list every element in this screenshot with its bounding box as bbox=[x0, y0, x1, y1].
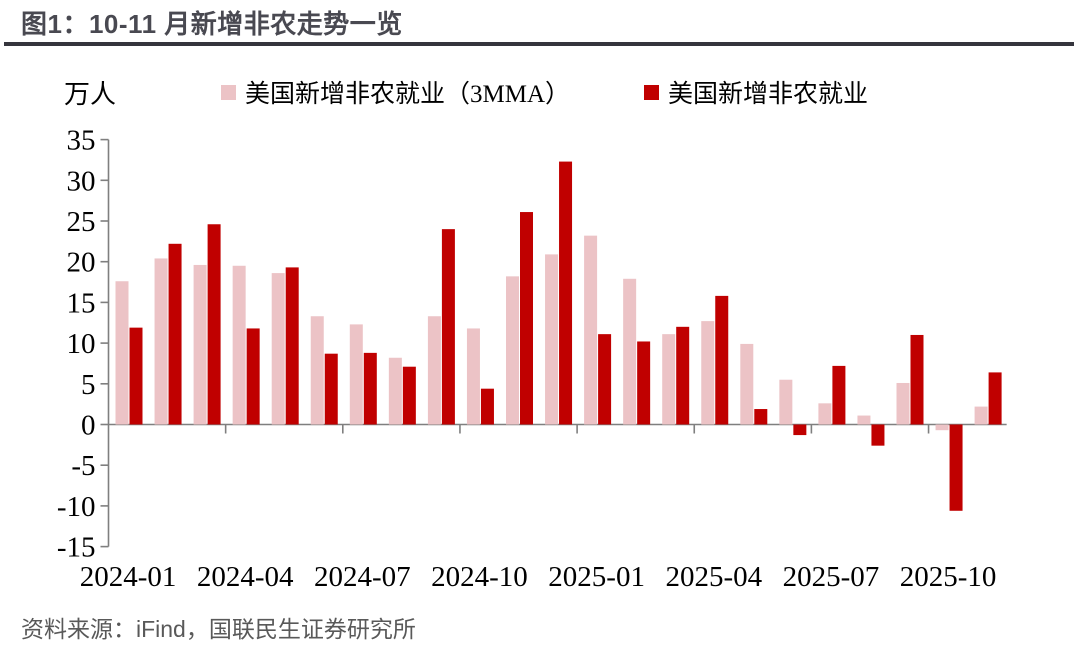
bar-monthly-2025-10 bbox=[949, 424, 963, 511]
bar-3mma-2025-08 bbox=[857, 415, 871, 425]
bar-3mma-2025-10 bbox=[935, 424, 949, 431]
bar-3mma-2025-05 bbox=[740, 343, 754, 425]
bar-monthly-2024-09 bbox=[441, 229, 455, 425]
x-tick-label: 2024-07 bbox=[314, 561, 411, 593]
bar-3mma-2025-02 bbox=[623, 278, 637, 425]
legend-item-monthly: 美国新增非农就业 bbox=[644, 74, 868, 110]
bar-3mma-2024-01 bbox=[115, 281, 129, 425]
x-tick-label: 2025-07 bbox=[783, 561, 880, 593]
legend-label-3mma: 美国新增非农就业（3MMA） bbox=[245, 81, 571, 108]
bar-3mma-2025-03 bbox=[662, 334, 676, 425]
legend-label-monthly: 美国新增非农就业 bbox=[668, 81, 869, 108]
bar-3mma-2024-03 bbox=[193, 264, 207, 425]
bar-3mma-2024-11 bbox=[506, 276, 519, 425]
y-tick-label: 10 bbox=[67, 328, 96, 360]
bar-3mma-2024-02 bbox=[154, 258, 168, 425]
bar-monthly-2024-12 bbox=[559, 161, 573, 425]
bar-3mma-2025-07 bbox=[818, 403, 832, 425]
y-tick-label: -15 bbox=[57, 532, 96, 564]
x-tick-label: 2024-10 bbox=[431, 561, 528, 593]
bar-monthly-2025-04 bbox=[715, 295, 729, 425]
bar-3mma-2025-09 bbox=[896, 382, 910, 425]
y-tick-label: 25 bbox=[67, 206, 96, 238]
bar-monthly-2025-02 bbox=[637, 341, 651, 425]
bar-monthly-2025-08 bbox=[871, 424, 885, 446]
bar-monthly-2025-11 bbox=[988, 372, 1002, 425]
bar-monthly-2025-06 bbox=[793, 424, 807, 436]
bar-3mma-2024-09 bbox=[427, 316, 441, 425]
bar-monthly-2025-09 bbox=[910, 334, 924, 425]
bar-monthly-2024-08 bbox=[402, 366, 416, 425]
bar-3mma-2024-12 bbox=[545, 254, 559, 425]
bar-monthly-2024-01 bbox=[129, 327, 143, 425]
bar-monthly-2024-05 bbox=[285, 267, 299, 425]
bar-monthly-2024-11 bbox=[520, 212, 533, 425]
y-tick-label: 0 bbox=[81, 410, 96, 442]
x-tick-label: 2025-01 bbox=[548, 561, 645, 593]
legend-swatch-3mma-icon bbox=[221, 84, 236, 100]
bar-monthly-2024-10 bbox=[480, 388, 494, 425]
bar-3mma-2025-06 bbox=[779, 379, 793, 425]
y-tick-label: 15 bbox=[67, 287, 96, 319]
bar-3mma-2025-11 bbox=[974, 406, 988, 425]
bar-monthly-2025-05 bbox=[754, 409, 768, 425]
bar-monthly-2024-03 bbox=[207, 224, 221, 425]
bar-monthly-2025-03 bbox=[676, 326, 690, 425]
x-tick-label: 2024-04 bbox=[197, 561, 294, 593]
bar-monthly-2025-01 bbox=[598, 334, 612, 425]
bar-3mma-2024-04 bbox=[232, 265, 246, 425]
x-tick-label: 2025-10 bbox=[900, 561, 997, 593]
figure-title: 图1：10-11 月新增非农走势一览 bbox=[21, 9, 403, 39]
bar-3mma-2024-08 bbox=[388, 357, 402, 425]
source-note: 资料来源：iFind，国联民生证券研究所 bbox=[21, 616, 416, 642]
bar-monthly-2024-07 bbox=[363, 352, 377, 425]
title-underline bbox=[4, 42, 1074, 46]
y-tick-label: 30 bbox=[67, 165, 96, 197]
y-tick-label: 5 bbox=[81, 369, 96, 401]
bar-monthly-2025-07 bbox=[832, 365, 846, 425]
bar-3mma-2024-05 bbox=[271, 273, 285, 425]
legend-swatch-monthly-icon bbox=[644, 84, 659, 100]
y-tick-label: 35 bbox=[67, 125, 96, 157]
bar-3mma-2025-01 bbox=[584, 235, 598, 425]
y-tick-label: -10 bbox=[57, 491, 96, 523]
x-tick-label: 2025-04 bbox=[665, 561, 762, 593]
bar-3mma-2025-04 bbox=[701, 321, 715, 425]
bar-3mma-2024-10 bbox=[466, 328, 480, 425]
bar-3mma-2024-06 bbox=[310, 316, 324, 425]
legend-item-3mma: 美国新增非农就业（3MMA） bbox=[221, 74, 570, 110]
y-tick-label: 20 bbox=[67, 247, 96, 279]
bar-monthly-2024-04 bbox=[246, 328, 260, 425]
y-axis-unit-label: 万人 bbox=[64, 80, 117, 109]
y-tick-label: -5 bbox=[71, 450, 95, 482]
x-tick-label: 2024-01 bbox=[80, 561, 177, 593]
bar-monthly-2024-02 bbox=[168, 243, 182, 425]
bar-3mma-2024-07 bbox=[349, 324, 363, 425]
bar-monthly-2024-06 bbox=[324, 353, 338, 425]
